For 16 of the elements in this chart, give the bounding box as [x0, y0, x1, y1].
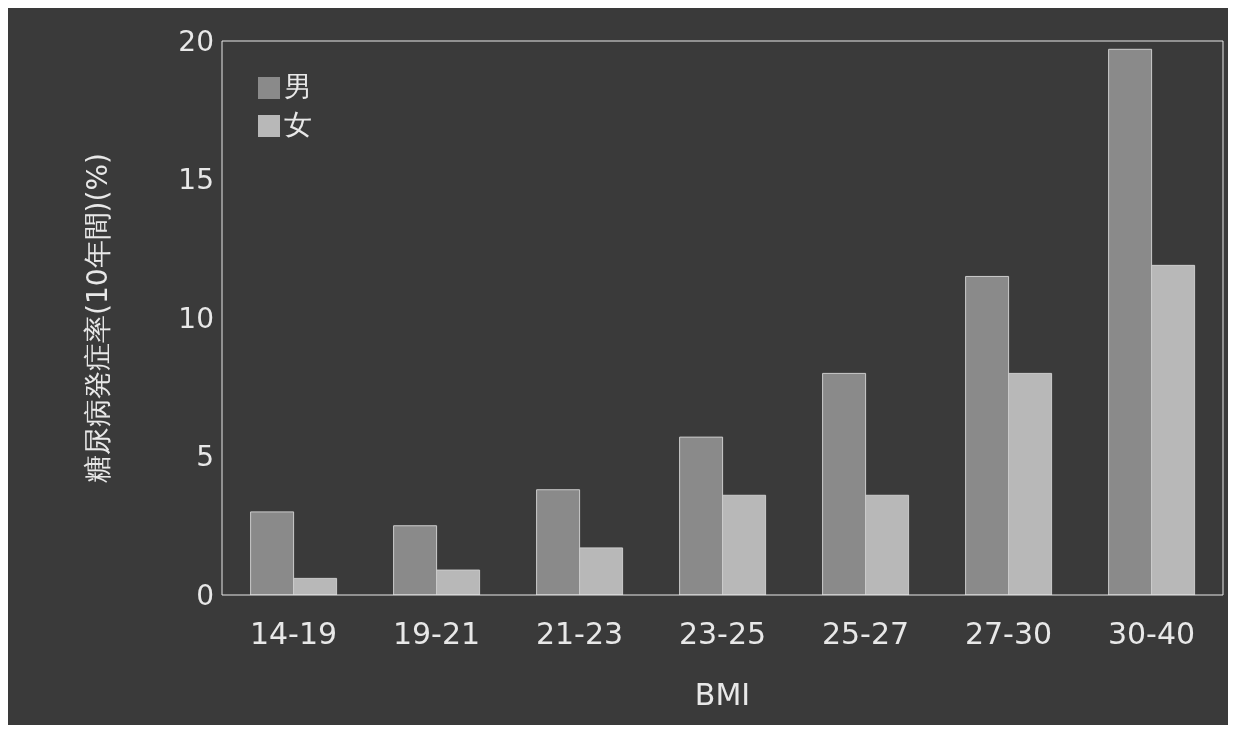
x-tick-label: 21-23 — [535, 616, 624, 652]
y-tick-label: 15 — [178, 163, 214, 197]
y-tick-label: 10 — [178, 301, 214, 335]
x-tick-label: 30-40 — [1107, 616, 1196, 652]
y-tick-label: 5 — [196, 440, 214, 474]
x-tick-label: 25-27 — [821, 616, 910, 652]
y-tick-label: 0 — [196, 578, 214, 612]
x-tick-label: 19-21 — [392, 616, 481, 652]
legend-label: 男 — [284, 70, 312, 103]
x-tick-label: 27-30 — [964, 616, 1053, 652]
x-tick-label: 23-25 — [678, 616, 767, 652]
legend-label: 女 — [284, 108, 312, 141]
y-axis-title: 糖尿病発症率(10年間)(%) — [80, 153, 114, 483]
x-tick-label: 14-19 — [249, 616, 338, 652]
x-axis-title: BMI — [694, 677, 751, 712]
y-tick-label: 20 — [178, 24, 214, 58]
